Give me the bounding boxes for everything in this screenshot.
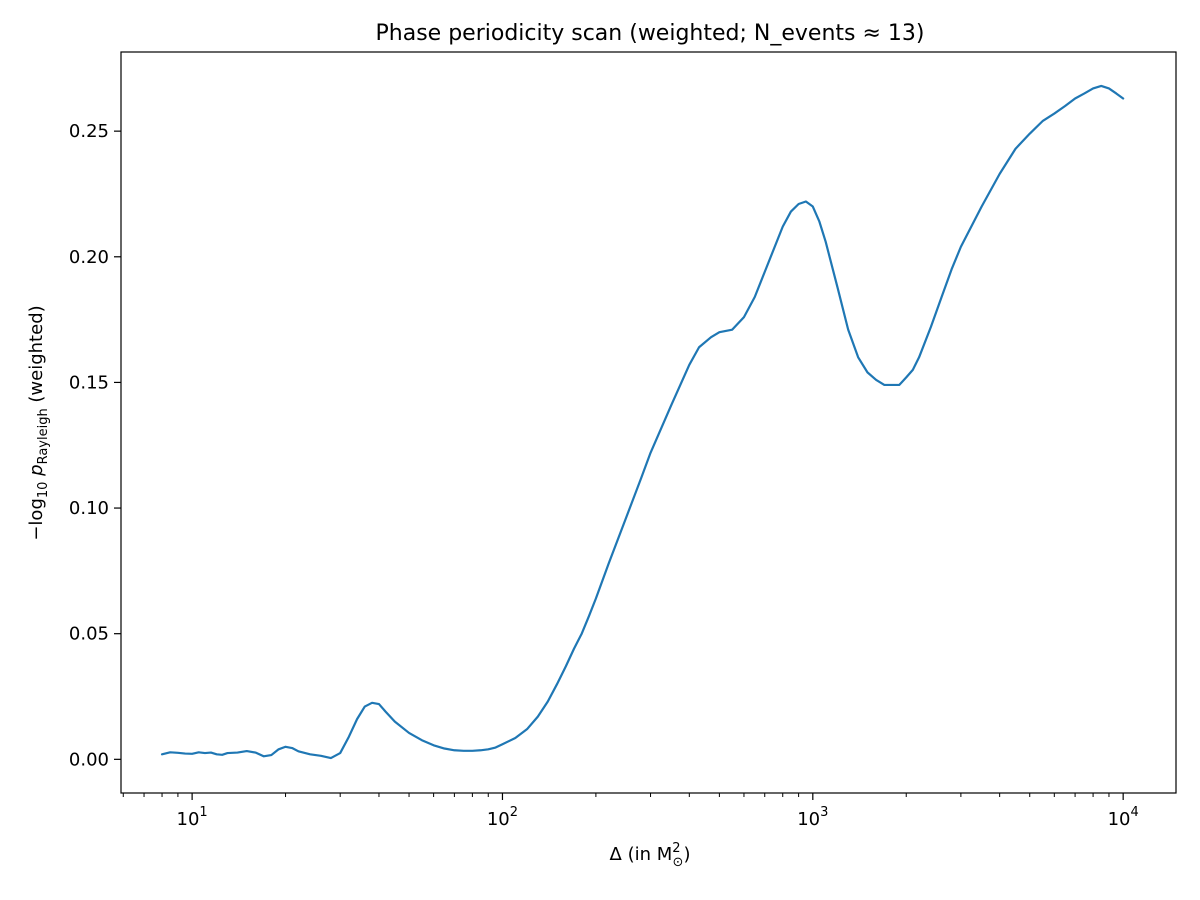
x-axis: 101 102 103 104 xyxy=(177,793,1139,830)
x-minor-ticks xyxy=(122,793,1110,797)
x-axis-label: Δ (in M2 ⊙) xyxy=(610,841,691,870)
y-tick-label-2: 0.10 xyxy=(69,498,109,519)
y-axis-label: −log10 pRayleigh (weighted) xyxy=(26,305,51,540)
x-tick-label-3: 104 xyxy=(1108,805,1139,830)
x-axis-label-suffix: ) xyxy=(683,844,690,865)
y-axis-label-prefix: −log xyxy=(26,498,47,541)
y-axis-label-sub1: 10 xyxy=(36,482,51,499)
plot-frame xyxy=(120,51,1177,794)
x-tick-label-1: 102 xyxy=(487,805,518,830)
x-axis-label-sub: ⊙ xyxy=(673,855,684,870)
y-axis-label-p: p xyxy=(26,464,47,481)
x-axis-label-prefix: Δ (in M xyxy=(610,844,673,865)
y-tick-label-0: 0.00 xyxy=(69,749,109,770)
chart-title: Phase periodicity scan (weighted; N_even… xyxy=(376,21,925,46)
x-axis-label-sup: 2 xyxy=(672,841,680,856)
x-tick-label-0: 101 xyxy=(177,805,208,830)
x-tick-label-2: 103 xyxy=(797,805,828,830)
y-tick-label-1: 0.05 xyxy=(69,624,109,645)
y-axis-label-suffix: (weighted) xyxy=(26,305,47,408)
series-line xyxy=(160,84,1125,760)
y-axis: 0.00 0.05 0.10 0.15 0.20 0.25 xyxy=(69,121,121,770)
y-axis-label-sub2: Rayleigh xyxy=(36,408,51,464)
y-tick-label-3: 0.15 xyxy=(69,372,109,393)
y-tick-label-4: 0.20 xyxy=(69,247,109,268)
y-tick-label-5: 0.25 xyxy=(69,121,109,142)
